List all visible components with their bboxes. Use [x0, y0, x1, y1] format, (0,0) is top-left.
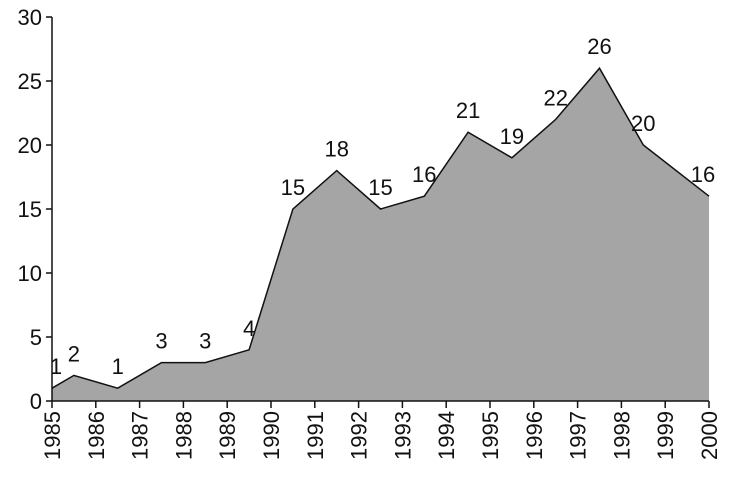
data-label: 15 — [281, 175, 305, 200]
y-tick-label: 0 — [30, 389, 42, 414]
y-tick-label: 15 — [18, 197, 42, 222]
x-tick-label: 1994 — [434, 411, 459, 460]
data-label: 18 — [324, 137, 348, 162]
area-line — [51, 66, 710, 390]
data-label: 20 — [631, 111, 655, 136]
x-tick-label: 2000 — [697, 411, 722, 460]
data-label: 15 — [368, 175, 392, 200]
y-tick-label: 20 — [18, 133, 42, 158]
x-tick-label: 1987 — [128, 411, 153, 460]
data-label: 22 — [543, 85, 567, 110]
x-tick-label: 1989 — [215, 411, 240, 460]
data-label: 16 — [412, 162, 436, 187]
data-label: 3 — [199, 329, 211, 354]
x-tick-label: 1995 — [478, 411, 503, 460]
y-tick-label: 30 — [18, 5, 42, 30]
y-tick-label: 10 — [18, 261, 42, 286]
x-tick-label: 1992 — [347, 411, 372, 460]
y-tick-label: 5 — [30, 325, 42, 350]
x-tick-label: 1985 — [40, 411, 65, 460]
data-label: 2 — [68, 341, 80, 366]
data-label: 1 — [50, 354, 62, 379]
data-label: 1 — [112, 354, 124, 379]
x-tick-label: 1991 — [303, 411, 328, 460]
area — [52, 68, 709, 401]
data-label: 21 — [456, 98, 480, 123]
x-tick-label: 1996 — [522, 411, 547, 460]
data-label: 26 — [587, 34, 611, 59]
x-tick-label: 1990 — [259, 411, 284, 460]
x-tick-label: 1986 — [84, 411, 109, 460]
x-tick-label: 1988 — [171, 411, 196, 460]
x-tick-label: 1998 — [609, 411, 634, 460]
data-label: 16 — [691, 162, 715, 187]
y-tick-label: 25 — [18, 69, 42, 94]
data-label: 19 — [500, 124, 524, 149]
x-tick-label: 1997 — [566, 411, 591, 460]
x-tick-label: 1993 — [390, 411, 415, 460]
data-label: 3 — [155, 329, 167, 354]
x-tick-label: 1999 — [653, 411, 678, 460]
data-label: 4 — [243, 316, 255, 341]
